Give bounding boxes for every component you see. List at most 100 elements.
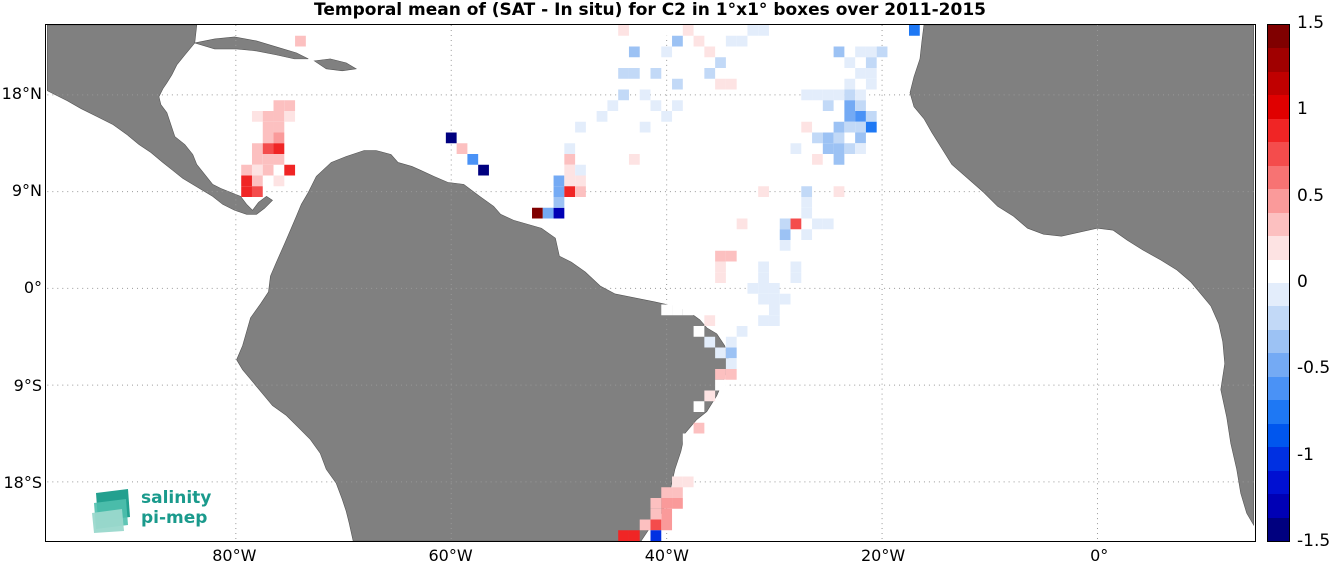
x-tick-label-2: 40°W (644, 546, 689, 565)
data-cell-79 (844, 57, 856, 68)
data-cell-175 (650, 508, 662, 520)
colorbar-segment-21 (1268, 517, 1289, 542)
data-cell-169 (672, 487, 683, 498)
data-cell-134 (715, 272, 726, 283)
data-cell-76 (855, 46, 866, 58)
data-cell-118 (833, 186, 845, 197)
data-cell-120 (801, 186, 813, 197)
x-tick-label-3: 20°W (860, 546, 906, 565)
data-cell-109 (790, 143, 802, 154)
data-cell-69 (715, 78, 726, 90)
data-cell-124 (822, 218, 834, 230)
data-cell-37 (575, 175, 586, 187)
data-cell-87 (865, 35, 877, 47)
colorbar (1267, 24, 1290, 542)
data-cell-153 (682, 304, 694, 316)
data-cell-129 (801, 229, 813, 241)
data-cell-34 (553, 186, 565, 197)
data-cell-128 (779, 229, 791, 241)
data-cell-172 (661, 498, 673, 509)
x-tick-label-0: 80°W (212, 546, 257, 565)
data-cell-50 (618, 68, 629, 79)
colorbar-segment-19 (1268, 470, 1289, 495)
data-cell-46 (596, 111, 608, 122)
colorbar-segment-6 (1268, 165, 1289, 190)
data-cell-72 (736, 35, 748, 47)
colorbar-segment-14 (1268, 353, 1289, 378)
data-cell-65 (693, 35, 705, 47)
data-cell-110 (822, 143, 834, 154)
data-cell-78 (876, 46, 888, 58)
data-cell-156 (672, 293, 683, 305)
data-cell-41 (564, 164, 576, 176)
data-cell-5 (273, 111, 285, 122)
data-cell-2 (284, 100, 296, 111)
y-tick-label-4: 18°S (3, 472, 42, 492)
data-cell-152 (693, 326, 705, 337)
data-cell-7 (262, 121, 274, 133)
data-cell-56 (650, 100, 662, 111)
colorbar-segment-1 (1268, 48, 1289, 73)
data-cell-58 (672, 100, 683, 111)
data-cell-135 (758, 261, 769, 273)
x-tick-label-4: 0° (1090, 546, 1109, 565)
data-cells (241, 25, 920, 541)
colorbar-segment-5 (1268, 142, 1289, 167)
colorbar-segment-4 (1268, 118, 1289, 143)
data-cell-101 (844, 121, 856, 133)
data-cell-119 (758, 186, 769, 197)
data-cell-8 (273, 121, 285, 133)
y-tick-label-0: 18°N (1, 84, 42, 104)
data-cell-49 (628, 46, 640, 58)
colorbar-tick-label-2: 0.5 (1297, 185, 1325, 206)
colorbar-segment-3 (1268, 95, 1289, 120)
data-cell-138 (790, 272, 802, 283)
data-cell-133 (715, 261, 726, 273)
data-cell-51 (628, 68, 640, 79)
data-cell-93 (855, 89, 866, 101)
data-cell-146 (758, 315, 769, 326)
data-cell-33 (553, 175, 565, 187)
data-cell-70 (725, 35, 737, 47)
data-cell-44 (575, 121, 586, 133)
data-cell-4 (262, 111, 274, 122)
data-cell-96 (855, 100, 866, 111)
data-cell-52 (618, 89, 629, 101)
colorbar-tick-label-4: -0.5 (1297, 358, 1331, 379)
chart-title: Temporal mean of (SAT - In situ) for C2 … (314, 0, 986, 20)
data-cell-23 (273, 175, 285, 187)
x-tick-label-1: 60°W (428, 546, 473, 565)
data-cell-144 (779, 293, 791, 305)
data-cell-132 (725, 250, 737, 262)
data-cell-81 (855, 68, 866, 79)
data-cell-149 (725, 336, 737, 348)
data-cell-103 (865, 121, 877, 133)
colorbar-segment-10 (1268, 259, 1289, 284)
colorbar-segment-7 (1268, 189, 1289, 214)
data-cell-0 (295, 35, 306, 47)
data-cell-47 (607, 100, 619, 111)
colorbar-tick-label-1: 1 (1297, 99, 1308, 120)
data-cell-88 (801, 89, 813, 101)
data-cell-35 (553, 197, 565, 208)
data-cell-67 (715, 57, 726, 68)
data-cell-176 (661, 519, 673, 531)
logo-line2: pi-mep (141, 508, 208, 528)
data-cell-155 (661, 304, 673, 316)
colorbar-segment-15 (1268, 376, 1289, 401)
colorbar-segment-8 (1268, 212, 1289, 237)
data-cell-22 (251, 175, 263, 187)
data-cell-160 (715, 369, 726, 380)
data-cell-18 (251, 164, 263, 176)
data-cell-107 (833, 132, 845, 144)
logo-line1: salinity (141, 488, 212, 508)
data-cell-148 (736, 326, 748, 337)
data-cell-164 (693, 401, 705, 412)
data-cell-147 (768, 315, 780, 326)
data-cell-48 (618, 25, 629, 36)
data-cell-114 (812, 154, 823, 165)
data-cell-6 (284, 111, 296, 122)
data-cell-94 (822, 100, 834, 111)
data-cell-158 (725, 347, 737, 359)
hispaniola-island (313, 58, 358, 72)
